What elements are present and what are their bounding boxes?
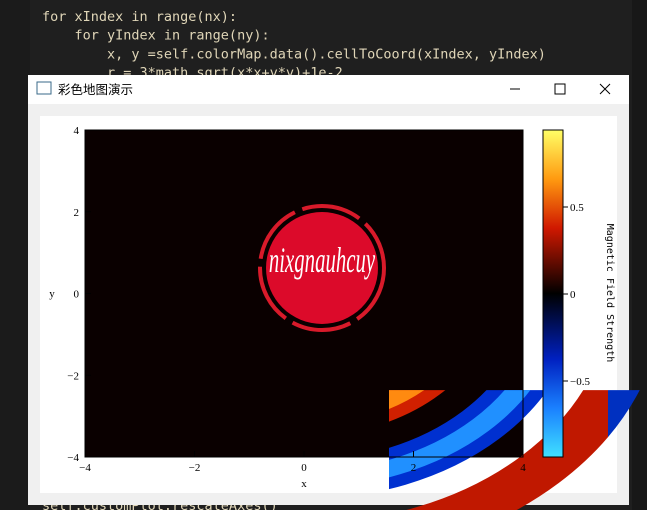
watermark: nixgnauhcuy (269, 241, 376, 280)
close-button[interactable] (599, 83, 611, 95)
colorbar-tick-label: −0.5 (570, 376, 590, 388)
y-tick-label: 4 (74, 125, 80, 137)
watermark-ring (258, 204, 386, 332)
x-tick-label: −4 (79, 462, 91, 474)
code-line: for xIndex in range(nx): (42, 9, 237, 25)
title-bar (28, 75, 629, 104)
x-tick-label: −2 (189, 462, 201, 474)
code-line: x, y =self.colorMap.data().cellToCoord(x… (42, 46, 546, 62)
code-lines: for xIndex in range(nx): for yIndex in r… (42, 9, 546, 81)
x-tick-label: 4 (520, 462, 526, 474)
gutter (0, 0, 30, 510)
x-label: x (301, 478, 307, 490)
x-tick-label: 2 (411, 462, 417, 474)
y-tick-label: −4 (67, 452, 79, 464)
colorbar-tick-label: 0 (570, 289, 576, 301)
maximize-button[interactable] (554, 83, 566, 95)
y-tick-label: −2 (67, 370, 79, 382)
code-line: for yIndex in range(ny): (42, 28, 270, 44)
x-tick-label: 0 (301, 462, 307, 474)
colorbar-tick-label: 0.5 (570, 202, 584, 214)
y-tick-label: 2 (74, 207, 80, 219)
side-panel (632, 0, 647, 510)
window-title: 彩色地图演示 (58, 82, 133, 97)
watermark-circle (266, 212, 378, 324)
window-icon (36, 81, 52, 95)
colorbar (542, 129, 564, 458)
y-tick-label: 0 (74, 289, 80, 301)
y-label: y (49, 288, 55, 300)
colorbar-label: Magnetic Field Strength (604, 224, 615, 362)
